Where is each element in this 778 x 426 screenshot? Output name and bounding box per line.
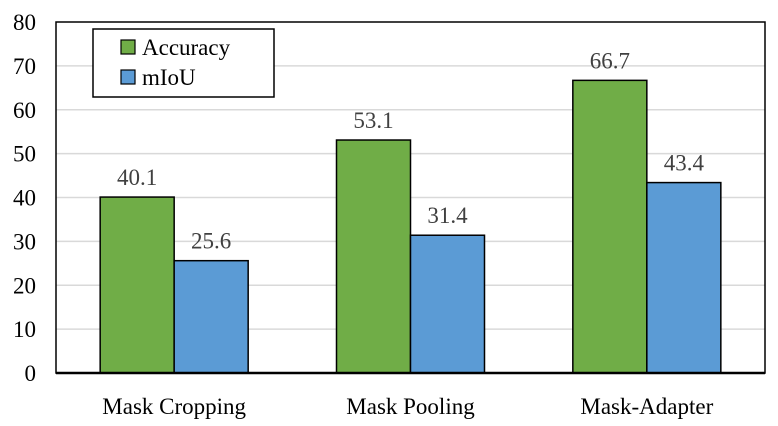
legend-box: [92, 28, 275, 98]
bar-miou: [173, 259, 249, 374]
y-tick-label: 50: [13, 142, 36, 167]
y-tick-label: 70: [13, 54, 36, 79]
bar-miou: [646, 181, 722, 374]
data-label: 31.4: [427, 203, 468, 228]
data-label: 53.1: [353, 108, 393, 133]
data-label: 40.1: [117, 165, 157, 190]
x-tick-label: Mask-Adapter: [580, 394, 713, 419]
y-tick-label: 0: [25, 361, 37, 386]
legend-label: Accuracy: [142, 35, 231, 60]
x-tick-label: Mask Pooling: [346, 394, 475, 419]
bar-miou: [409, 234, 486, 374]
y-tick-label: 30: [13, 229, 36, 254]
y-tick-label: 40: [13, 186, 36, 211]
bar-accuracy: [572, 79, 648, 374]
legend-swatch-accuracy: [120, 39, 136, 55]
y-tick-label: 80: [13, 10, 36, 35]
data-label: 66.7: [590, 48, 630, 73]
legend-label: mIoU: [142, 65, 196, 90]
legend-swatch-miou: [120, 69, 136, 85]
data-label: 43.4: [664, 151, 705, 176]
y-tick-label: 60: [13, 98, 36, 123]
bar-accuracy: [335, 139, 412, 374]
data-label: 25.6: [191, 229, 231, 254]
x-tick-label: Mask Cropping: [102, 394, 246, 419]
y-tick-label: 10: [13, 317, 36, 342]
bar-accuracy: [99, 196, 175, 374]
y-tick-label: 20: [13, 273, 36, 298]
